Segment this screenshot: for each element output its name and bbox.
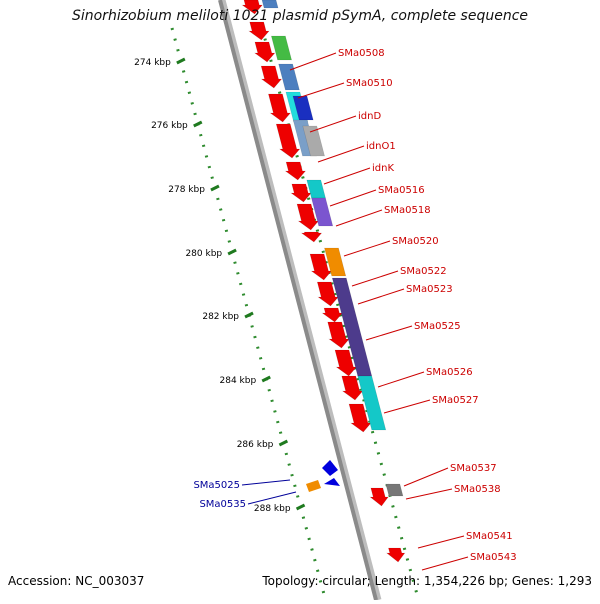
gene-label: SMa0541 <box>466 531 513 542</box>
forward-gene-6 <box>275 123 301 159</box>
gene-features <box>241 0 406 563</box>
kbp-tick-mark <box>295 503 306 511</box>
gene-label-leader <box>365 325 413 341</box>
blue-gene-2 <box>324 478 340 486</box>
kbp-tick-mark <box>210 184 220 192</box>
kbp-tick-label: 276 kbp <box>151 121 188 131</box>
gene-label: idnO1 <box>366 141 396 152</box>
backbone <box>218 0 382 601</box>
gene-label-leader <box>351 270 399 287</box>
blue-gene-1 <box>322 460 338 476</box>
gene-label: SMa0523 <box>406 284 453 295</box>
forward-gene-2 <box>248 21 270 41</box>
gene-label-leader <box>357 288 405 305</box>
forward-gene-5 <box>268 93 292 123</box>
colored-gene-9 <box>311 197 334 227</box>
gene-label-leader <box>403 467 449 487</box>
forward-gene-12 <box>316 281 339 307</box>
gene-label: SMa0535 <box>199 499 246 510</box>
gene-label: SMa0522 <box>400 266 447 277</box>
gene-label-leader <box>329 189 377 207</box>
colored-gene-7 <box>302 125 325 157</box>
gene-label-leader <box>289 52 337 71</box>
forward-gene-7 <box>284 161 307 181</box>
colored-gene-2 <box>270 35 292 61</box>
orange-small-gene <box>306 480 321 492</box>
colored-gene-5 <box>292 95 314 121</box>
kbp-tick-mark <box>244 311 254 319</box>
kbp-tick-mark <box>227 248 237 256</box>
colored-gene-12 <box>357 375 387 431</box>
kbp-tick-label: 280 kbp <box>185 249 222 259</box>
gene-label: SMa0538 <box>454 484 501 495</box>
kbp-tick-label: 274 kbp <box>134 58 171 68</box>
kbp-tick-mark <box>176 57 186 65</box>
gene-label: SMa0543 <box>470 552 517 563</box>
kbp-tick-label: 286 kbp <box>237 440 274 450</box>
forward-gene-18 <box>369 487 389 507</box>
gene-label: SMa0520 <box>392 236 439 247</box>
forward-gene-13 <box>321 307 344 323</box>
kbp-tick-label: 288 kbp <box>254 504 291 514</box>
gene-label: SMa0525 <box>414 321 461 332</box>
kbp-tick-mark <box>193 120 203 128</box>
kbp-tick-mark <box>261 375 271 383</box>
gene-label-leader <box>247 491 297 505</box>
forward-gene-11 <box>309 253 333 281</box>
gene-label-leader <box>343 240 391 257</box>
gene-label-leader <box>383 399 431 414</box>
gene-label-leader <box>309 115 357 133</box>
gene-label-leader <box>323 167 371 185</box>
gene-label: SMa0510 <box>346 78 393 89</box>
backbone-line <box>218 0 378 601</box>
gene-label-leader <box>417 535 465 549</box>
gray-gene <box>385 483 404 497</box>
gene-labels: SMa0508 SMa0510 idnD idnO1 idnK SMa0516 SMa051… <box>193 48 517 571</box>
forward-gene-3 <box>253 41 276 63</box>
gene-label: SMa0526 <box>426 367 473 378</box>
gene-label: idnK <box>372 163 394 174</box>
map-title: Sinorhizobium meliloti 1021 plasmid pSym… <box>71 8 529 24</box>
forward-gene-4 <box>260 65 283 89</box>
forward-gene-19 <box>385 547 406 563</box>
gene-label: SMa0527 <box>432 395 479 406</box>
gene-label: SMa0537 <box>450 463 497 474</box>
colored-gene-1 <box>261 0 279 9</box>
gene-label-leader <box>297 82 345 99</box>
forward-gene-9 <box>296 203 320 231</box>
gene-label: SMa0508 <box>338 48 385 59</box>
kbp-tick-label: 282 kbp <box>202 312 239 322</box>
forward-gene-15 <box>334 349 358 377</box>
gene-label: SMa0516 <box>378 185 425 196</box>
forward-gene-1 <box>241 0 263 15</box>
gene-label: SMa5025 <box>193 480 240 491</box>
colored-gene-10 <box>324 247 347 277</box>
forward-gene-14 <box>327 321 350 349</box>
gene-label-leader <box>421 556 469 571</box>
gene-label-leader <box>317 145 365 163</box>
accession-text: Accession: NC_003037 <box>8 574 145 588</box>
kbp-tick-mark <box>278 439 289 447</box>
gene-label: SMa0518 <box>384 205 431 216</box>
gene-label-leader <box>335 209 383 227</box>
kbp-ticks: 274 kbp 276 kbp 278 kbp 280 kbp 282 kbp 284 k… <box>134 57 306 514</box>
gene-label: idnD <box>358 111 381 122</box>
kbp-tick-label: 278 kbp <box>168 185 205 195</box>
colored-gene-3 <box>278 63 300 91</box>
forward-gene-16 <box>341 375 364 401</box>
gene-label-leader <box>241 479 291 486</box>
forward-gene-17 <box>348 403 372 433</box>
summary-text: Topology: circular; Length: 1,354,226 bp… <box>262 574 592 588</box>
kbp-tick-label: 284 kbp <box>220 376 257 386</box>
forward-gene-10 <box>300 231 323 243</box>
gene-label-leader <box>405 488 453 500</box>
forward-gene-8 <box>290 183 312 203</box>
gene-label-leader <box>377 371 425 388</box>
